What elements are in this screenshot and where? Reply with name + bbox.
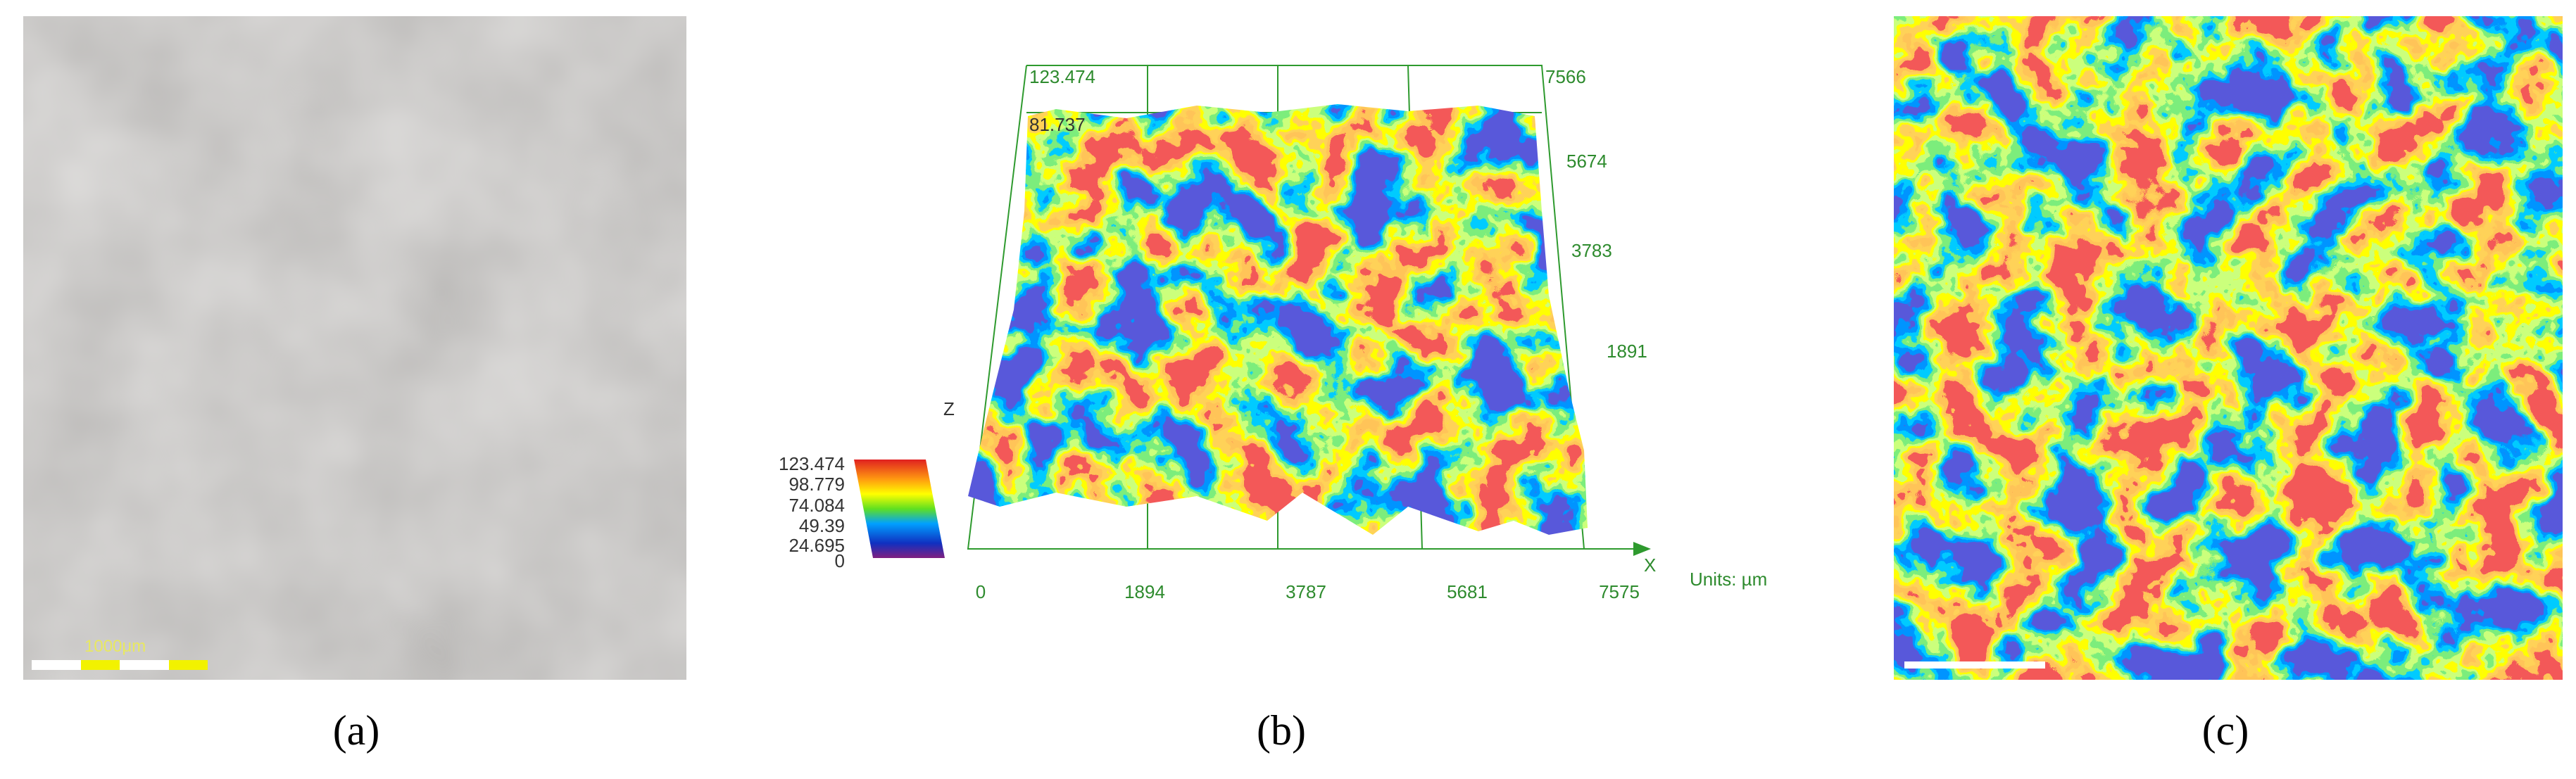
x-tick-label: 3787: [1286, 581, 1326, 602]
scale-label: 1000μm: [84, 637, 146, 656]
panel-label: (b): [1257, 707, 1306, 754]
units-label: Units: µm: [1690, 569, 1767, 590]
panel-label: (c): [2202, 707, 2249, 754]
y-tick-label: 1891: [1607, 341, 1647, 362]
colorbar-tick-label: 0: [835, 550, 845, 571]
y-tick-label: 5674: [1566, 151, 1607, 172]
x-axis-label: X: [1644, 555, 1656, 576]
x-tick-label: 0: [976, 581, 986, 602]
x-tick-label: 5681: [1447, 581, 1488, 602]
height-map: [1894, 16, 2563, 680]
x-arrow: [1633, 542, 1651, 556]
y-tick-label: 3783: [1571, 240, 1612, 261]
scale-bar-segment: [32, 660, 81, 670]
colorbar: [854, 460, 945, 558]
y-tick-label: 7566: [1545, 66, 1586, 87]
scale-bar-segment: [120, 660, 169, 670]
colorbar-tick-label: 49.39: [799, 515, 845, 536]
x-tick-label: 1894: [1124, 581, 1165, 602]
colorbar-tick-label: 123.474: [779, 453, 845, 474]
x-tick-label: 7575: [1599, 581, 1640, 602]
scale-bar: [1904, 661, 2045, 669]
surface: [968, 104, 1588, 535]
panel-label: (a): [333, 707, 380, 754]
z-axis-label: Z: [943, 398, 955, 419]
z-label: 81.737: [1029, 114, 1086, 135]
micrograph: [23, 16, 686, 680]
z-max-label: 123.474: [1029, 66, 1095, 87]
colorbar-tick-label: 98.779: [788, 474, 845, 495]
colorbar-tick-label: 24.695: [788, 535, 845, 556]
colorbar-tick-label: 74.084: [788, 495, 845, 516]
